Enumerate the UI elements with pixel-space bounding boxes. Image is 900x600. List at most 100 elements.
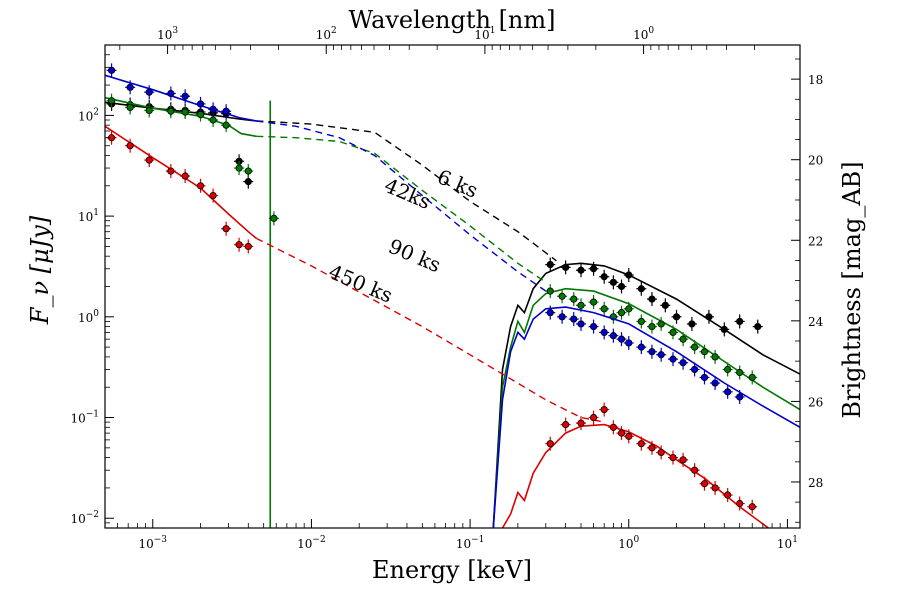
data-point bbox=[724, 365, 732, 374]
data-point bbox=[577, 320, 585, 328]
right-axis-label: Brightness [mag_AB] bbox=[838, 161, 866, 418]
data-point bbox=[617, 335, 626, 343]
data-point bbox=[107, 97, 116, 105]
series-dashed-model bbox=[256, 120, 557, 262]
plot-area bbox=[105, 63, 800, 528]
data-point bbox=[126, 103, 134, 112]
tick-label: 100 bbox=[78, 309, 99, 325]
series-1 bbox=[105, 96, 800, 528]
data-point bbox=[711, 379, 719, 387]
data-point bbox=[244, 167, 252, 175]
series-4 bbox=[105, 125, 770, 528]
data-point bbox=[648, 322, 656, 331]
data-point bbox=[235, 164, 243, 172]
data-point bbox=[688, 320, 696, 328]
series-dashed-model bbox=[256, 237, 605, 423]
data-point bbox=[736, 393, 744, 401]
plot-frame bbox=[104, 44, 801, 529]
data-point bbox=[244, 178, 252, 186]
data-point bbox=[669, 454, 677, 462]
data-point bbox=[720, 325, 728, 333]
data-point bbox=[711, 484, 719, 492]
data-point bbox=[558, 313, 566, 321]
data-point bbox=[589, 413, 598, 422]
data-point bbox=[209, 116, 217, 124]
data-point bbox=[167, 107, 175, 115]
data-point bbox=[209, 191, 217, 200]
data-point bbox=[637, 317, 645, 326]
data-point bbox=[546, 440, 554, 448]
data-point bbox=[196, 110, 205, 119]
data-point bbox=[648, 348, 656, 356]
data-point bbox=[546, 309, 554, 317]
data-point bbox=[600, 328, 608, 337]
data-point bbox=[600, 273, 608, 281]
data-point bbox=[625, 271, 633, 279]
data-point bbox=[196, 182, 205, 190]
data-point bbox=[609, 332, 617, 340]
series-xray-model bbox=[492, 262, 800, 528]
tick-label: 10−3 bbox=[138, 535, 167, 551]
right-tick-label: 18 bbox=[808, 73, 823, 87]
tick-label: 101 bbox=[78, 208, 99, 224]
data-point bbox=[222, 121, 230, 129]
data-point bbox=[691, 343, 699, 351]
series-dashed-model bbox=[256, 135, 547, 283]
tick-label: 10−1 bbox=[456, 535, 485, 551]
data-point bbox=[558, 292, 566, 300]
right-tick-label: 26 bbox=[808, 395, 823, 409]
data-point bbox=[679, 456, 687, 464]
data-point bbox=[617, 282, 626, 291]
data-point bbox=[736, 317, 744, 326]
data-point bbox=[625, 305, 633, 313]
curve-label: 6 ks bbox=[434, 164, 482, 202]
data-point bbox=[589, 298, 598, 306]
data-point bbox=[209, 105, 217, 113]
right-tick-label: 20 bbox=[808, 154, 823, 168]
data-point bbox=[679, 359, 687, 367]
data-point bbox=[222, 225, 230, 233]
data-point bbox=[196, 100, 205, 108]
series-2 bbox=[105, 93, 800, 528]
data-point bbox=[724, 491, 732, 499]
data-point bbox=[570, 295, 578, 303]
series-uv-model bbox=[105, 125, 257, 240]
data-point bbox=[705, 313, 713, 321]
data-point bbox=[609, 423, 617, 431]
data-point bbox=[754, 322, 762, 331]
data-point bbox=[700, 348, 709, 356]
data-point bbox=[672, 313, 681, 321]
series-3 bbox=[105, 63, 800, 528]
tick-label: 102 bbox=[316, 26, 337, 42]
data-point bbox=[577, 419, 585, 427]
data-point bbox=[669, 355, 677, 363]
data-point bbox=[669, 328, 677, 337]
data-point bbox=[126, 142, 134, 150]
data-point bbox=[562, 263, 570, 271]
data-point bbox=[700, 373, 709, 382]
data-point bbox=[748, 373, 756, 382]
data-point bbox=[107, 66, 116, 74]
top-axis-label: Wavelength [nm] bbox=[348, 6, 555, 34]
data-point bbox=[570, 315, 578, 323]
right-tick-label: 22 bbox=[808, 234, 823, 248]
data-point bbox=[691, 466, 699, 474]
data-point bbox=[625, 339, 633, 347]
data-point bbox=[589, 265, 598, 273]
data-point bbox=[222, 107, 230, 115]
data-point bbox=[181, 172, 189, 180]
tick-label: 100 bbox=[633, 26, 654, 42]
data-point bbox=[736, 368, 744, 377]
tick-label: 103 bbox=[157, 26, 178, 42]
data-point bbox=[577, 301, 585, 309]
right-tick-label: 28 bbox=[808, 476, 823, 490]
data-point bbox=[711, 353, 719, 361]
data-point bbox=[600, 405, 608, 414]
data-point bbox=[617, 309, 626, 317]
tick-label: 100 bbox=[618, 535, 639, 551]
series-xray-model bbox=[492, 287, 800, 528]
data-point bbox=[609, 278, 617, 286]
data-point bbox=[181, 92, 189, 100]
data-point bbox=[648, 444, 656, 452]
